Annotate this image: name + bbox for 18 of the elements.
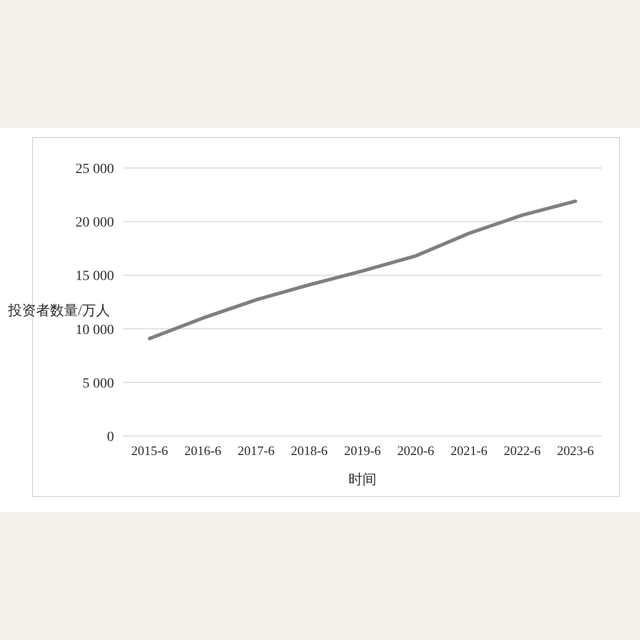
y-tick-label: 20 000	[76, 216, 114, 231]
x-axis-title: 时间	[348, 472, 376, 488]
x-tick-label: 2018-6	[290, 443, 328, 458]
x-tick-label: 2016-6	[184, 443, 222, 458]
y-axis-title: 投资者数量/万人	[7, 303, 110, 319]
x-tick-label: 2020-6	[397, 443, 435, 458]
x-tick-label: 2015-6	[131, 443, 169, 458]
x-tick-label: 2021-6	[450, 443, 488, 458]
y-tick-label: 0	[107, 430, 114, 445]
y-tick-label: 10 000	[76, 322, 114, 338]
x-tick-label: 2017-6	[238, 443, 275, 458]
line-series	[148, 199, 578, 340]
y-tick-label: 5 000	[82, 376, 114, 392]
x-tick-label: 2023-6	[556, 443, 594, 458]
y-tick-label: 25 000	[76, 162, 114, 177]
y-tick-label: 15 000	[76, 269, 114, 284]
x-tick-label: 2019-6	[344, 443, 382, 458]
x-tick-label: 2022-6	[504, 443, 542, 458]
